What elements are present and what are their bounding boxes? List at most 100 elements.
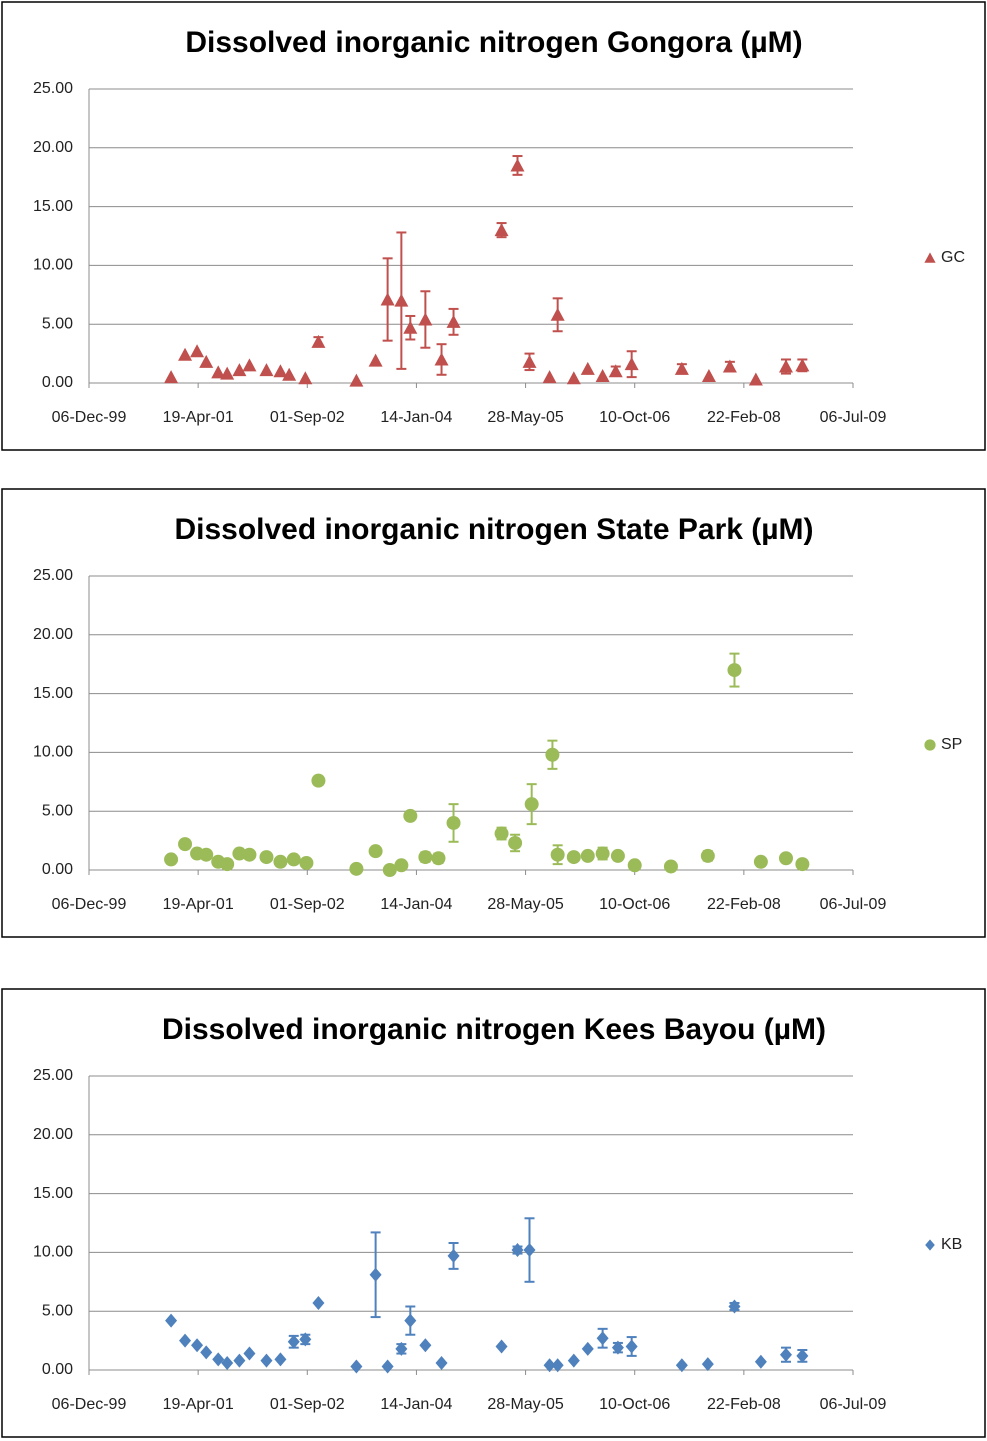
marker [748,372,763,386]
marker [542,370,557,384]
x-tick-label: 28-May-05 [487,409,564,426]
chart: Dissolved inorganic nitrogen Kees Bayou … [1,988,986,1438]
x-tick-label: 01-Sep-02 [270,896,345,913]
marker [220,857,235,872]
marker [523,1243,536,1258]
x-tick-label: 06-Dec-99 [52,409,127,426]
marker [566,850,581,865]
y-tick-label: 5.00 [42,1302,73,1319]
marker [311,773,326,788]
marker [287,1334,300,1349]
y-tick-label: 15.00 [33,685,73,702]
chart-frame [1,988,986,1438]
marker [273,854,288,869]
marker [435,1355,448,1370]
y-tick-label: 15.00 [33,198,73,215]
x-tick-label: 28-May-05 [487,1396,564,1413]
marker [596,1331,609,1346]
marker [368,353,383,367]
marker [419,1338,432,1353]
marker [199,354,214,368]
x-tick-label: 06-Dec-99 [52,896,127,913]
y-tick-label: 20.00 [33,1126,73,1143]
marker [494,223,509,237]
chart: Dissolved inorganic nitrogen State Park … [1,488,986,938]
x-tick-label: 22-Feb-08 [707,896,781,913]
marker [233,1353,246,1368]
y-tick-label: 25.00 [33,567,73,584]
marker [924,252,936,263]
marker [312,1295,325,1310]
y-tick-label: 0.00 [42,861,73,878]
marker [566,371,581,385]
chart-frame [1,1,986,451]
marker [611,1340,624,1355]
chart: Dissolved inorganic nitrogen Gongora (µM… [1,1,986,451]
marker [447,1248,460,1263]
marker [298,371,313,385]
marker [550,307,565,321]
x-tick-label: 06-Jul-09 [820,1396,887,1413]
marker [350,1359,363,1374]
marker [191,1338,204,1353]
marker [243,1346,256,1361]
marker [349,373,364,387]
marker [778,851,793,866]
marker [311,334,326,348]
marker [190,344,205,358]
marker [259,850,274,865]
y-tick-label: 15.00 [33,1185,73,1202]
marker [200,1345,213,1360]
marker [595,846,610,861]
marker [446,815,461,830]
marker [580,361,595,375]
marker [753,854,768,869]
y-tick-label: 5.00 [42,802,73,819]
legend-label: GC [941,249,965,266]
x-tick-label: 01-Sep-02 [270,1396,345,1413]
marker [524,797,539,812]
marker [595,368,610,382]
marker [282,367,297,381]
marker [418,850,433,865]
marker [495,1339,508,1354]
marker [494,826,509,841]
marker [795,857,810,872]
marker [381,1359,394,1374]
marker [394,858,409,873]
chart-title: Dissolved inorganic nitrogen Gongora (µM… [185,26,802,59]
x-tick-label: 01-Sep-02 [270,409,345,426]
x-tick-label: 19-Apr-01 [163,896,234,913]
marker [431,851,446,866]
marker [211,365,226,379]
marker [199,847,214,862]
marker [543,1358,556,1373]
y-tick-label: 0.00 [42,374,73,391]
marker [369,1267,382,1282]
marker [274,1352,287,1367]
marker [545,747,560,762]
marker [701,368,716,382]
legend-label: SP [941,736,962,753]
marker [778,359,793,373]
marker [242,358,257,372]
y-tick-label: 25.00 [33,80,73,97]
marker [508,835,523,850]
y-tick-label: 25.00 [33,1067,73,1084]
marker [625,1339,638,1354]
marker [700,848,715,863]
marker [795,358,810,372]
marker [164,852,179,867]
marker [299,855,314,870]
marker [701,1357,714,1372]
marker [380,292,395,306]
x-tick-label: 19-Apr-01 [163,409,234,426]
marker [165,1313,178,1328]
chart-title: Dissolved inorganic nitrogen State Park … [174,513,813,546]
marker [581,1341,594,1356]
marker [674,361,689,375]
x-tick-label: 19-Apr-01 [163,1396,234,1413]
marker [551,1358,564,1373]
marker [286,852,301,867]
marker [580,848,595,863]
